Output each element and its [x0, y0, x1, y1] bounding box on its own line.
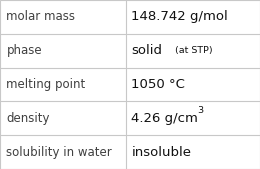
Text: 3: 3: [198, 106, 204, 115]
Text: 4.26 g/cm: 4.26 g/cm: [131, 112, 198, 125]
Text: molar mass: molar mass: [6, 10, 75, 23]
Text: melting point: melting point: [6, 78, 86, 91]
Text: solid: solid: [131, 44, 162, 57]
Text: 148.742 g/mol: 148.742 g/mol: [131, 10, 228, 23]
Text: phase: phase: [6, 44, 42, 57]
Text: solubility in water: solubility in water: [6, 146, 112, 159]
Text: (at STP): (at STP): [172, 46, 212, 55]
Text: 1050 °C: 1050 °C: [131, 78, 185, 91]
Text: insoluble: insoluble: [131, 146, 191, 159]
Text: density: density: [6, 112, 50, 125]
